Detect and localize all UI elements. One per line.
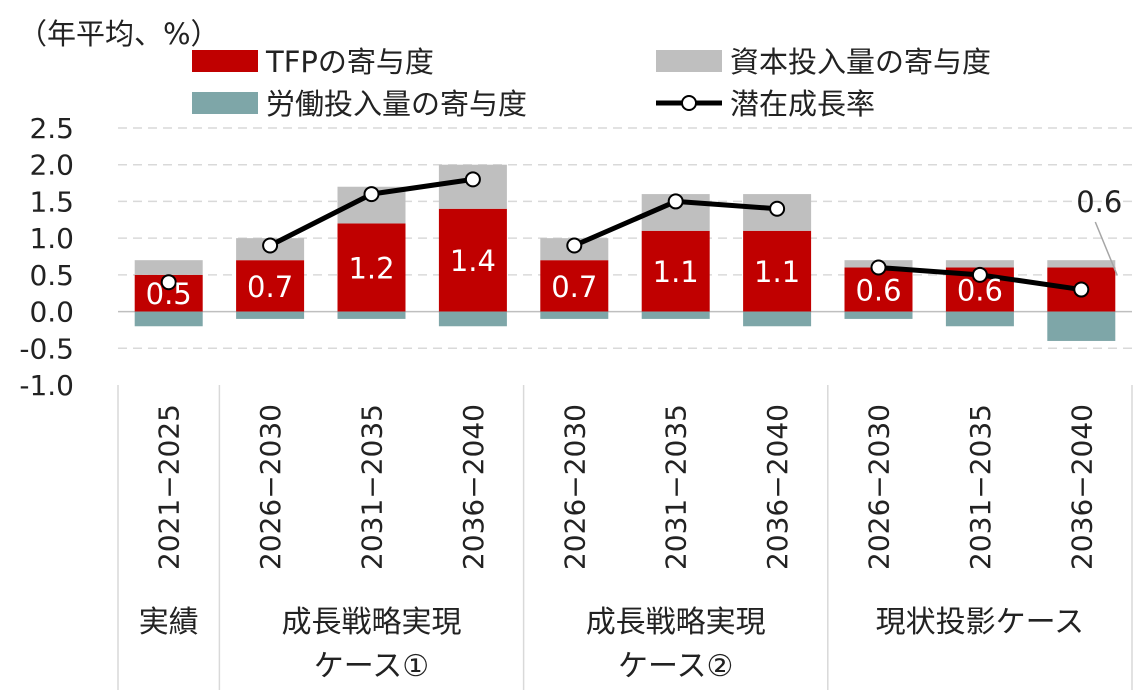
- y-tick-label: 1.5: [29, 185, 74, 218]
- potential-growth-point: [769, 200, 786, 217]
- bar-tfp: [337, 223, 406, 312]
- potential-growth-point: [870, 259, 887, 276]
- bar-labor: [743, 311, 812, 327]
- potential-growth-point: [566, 237, 583, 254]
- callout: 0.6: [1076, 185, 1122, 276]
- group-label: 成長戦略実現: [586, 605, 766, 640]
- category-label: 2031−2035: [356, 404, 389, 570]
- potential-growth-point: [971, 266, 988, 283]
- bar-data-label: 0.7: [247, 270, 293, 304]
- unit-label: （年平均、%）: [18, 17, 220, 51]
- y-tick-label: -0.5: [19, 332, 74, 365]
- bar-data-label: 0.6: [957, 274, 1003, 308]
- bar-tfp: [438, 208, 507, 312]
- category-label: 2026−2030: [558, 404, 591, 570]
- legend-label-labor: 労働投入量の寄与度: [266, 87, 527, 121]
- bar-labels: 0.5 0.7 1.2 1.4 0.7 1.1 1.1 0.6 0.6: [146, 244, 1003, 311]
- bar-data-label: 1.1: [754, 255, 800, 289]
- bar-labor: [1047, 311, 1116, 341]
- callout-label: 0.6: [1076, 185, 1122, 219]
- bar-data-label: 0.5: [146, 277, 192, 311]
- category-label: 2036−2040: [1065, 404, 1098, 570]
- category-label: 2026−2030: [254, 404, 287, 570]
- legend-swatch-labor: [192, 92, 258, 114]
- category-label: 2026−2030: [863, 404, 896, 570]
- legend-marker-potential-growth: [681, 95, 697, 111]
- bar-tfp: [641, 230, 710, 312]
- potential-growth-point: [363, 186, 380, 203]
- bar-labor: [641, 311, 710, 319]
- bar-tfp: [236, 260, 305, 312]
- bar-labor: [844, 311, 913, 319]
- y-tick-label: 2.0: [29, 149, 74, 182]
- potential-growth-point: [1073, 281, 1090, 298]
- legend-swatch-tfp: [192, 50, 258, 72]
- y-tick-label: -1.0: [19, 369, 74, 402]
- y-tick-label: 0.0: [29, 296, 74, 329]
- bar-data-label: 1.4: [450, 244, 496, 278]
- bar-data-label: 0.6: [855, 274, 901, 308]
- category-label: 2031−2035: [660, 404, 693, 570]
- legend: TFPの寄与度 資本投入量の寄与度 労働投入量の寄与度 潜在成長率: [192, 45, 991, 121]
- bar-data-label: 1.2: [348, 252, 394, 286]
- bar-labor: [337, 311, 406, 319]
- bar-labor: [438, 311, 507, 327]
- y-axis: 2.5 2.01.5 1.0 0.5 0.0-0.5 -1.0: [19, 112, 74, 402]
- potential-growth-point: [667, 193, 684, 210]
- group-label: 実績: [139, 605, 199, 640]
- group-label-line2: ケース②: [618, 649, 733, 684]
- category-label: 2036−2040: [761, 404, 794, 570]
- bar-capital: [945, 260, 1014, 268]
- legend-label-potential-growth: 潜在成長率: [730, 87, 875, 121]
- bar-labor: [236, 311, 305, 319]
- potential-growth-point: [262, 237, 279, 254]
- legend-swatch-capital: [656, 50, 722, 72]
- bar-tfp: [743, 230, 812, 312]
- bar-labor: [134, 311, 203, 327]
- potential-growth-line: [160, 171, 1090, 298]
- group-label: 現状投影ケース: [876, 605, 1085, 640]
- potential-growth-point: [464, 171, 481, 188]
- legend-item-capital: 資本投入量の寄与度: [656, 45, 991, 79]
- bar-tfp: [540, 260, 609, 312]
- bar-data-label: 0.7: [551, 270, 597, 304]
- bar-capital: [134, 260, 203, 275]
- category-label: 2036−2040: [457, 404, 490, 570]
- y-tick-label: 0.5: [29, 259, 74, 292]
- category-label: 2021−2025: [153, 404, 186, 570]
- y-tick-label: 1.0: [29, 222, 74, 255]
- group-label: 成長戦略実現: [282, 605, 462, 640]
- bar-data-label: 1.1: [653, 255, 699, 289]
- y-tick-label: 2.5: [29, 112, 74, 145]
- category-label: 2031−2035: [964, 404, 997, 570]
- legend-label-capital: 資本投入量の寄与度: [730, 45, 991, 79]
- legend-item-potential-growth: 潜在成長率: [656, 87, 875, 121]
- bar-labor: [945, 311, 1014, 327]
- bar-capital: [1047, 260, 1116, 268]
- legend-label-tfp: TFPの寄与度: [265, 45, 434, 79]
- bars: [134, 164, 1116, 341]
- legend-item-labor: 労働投入量の寄与度: [192, 87, 527, 121]
- group-label-line2: ケース①: [314, 649, 429, 684]
- bar-labor: [540, 311, 609, 319]
- potential-growth-point: [160, 274, 177, 291]
- callout-leader: [1094, 221, 1118, 276]
- legend-item-tfp: TFPの寄与度: [192, 45, 434, 79]
